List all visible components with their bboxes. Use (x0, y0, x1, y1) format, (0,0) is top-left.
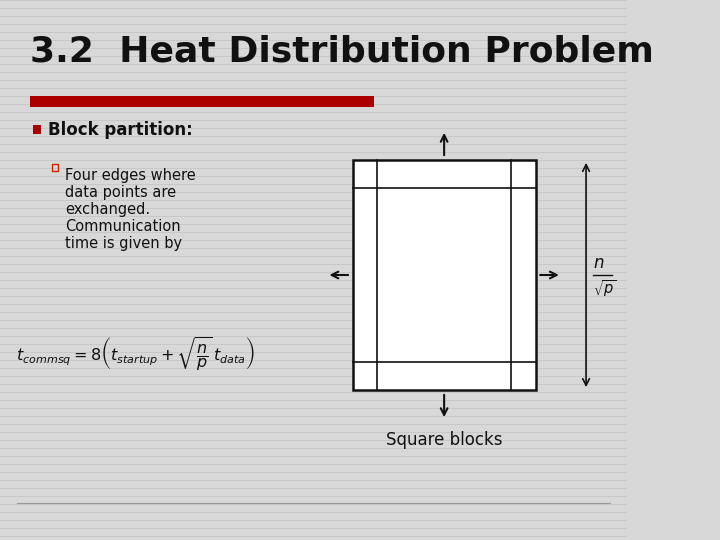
Text: 3.2  Heat Distribution Problem: 3.2 Heat Distribution Problem (30, 35, 654, 69)
Text: $n$: $n$ (593, 254, 605, 272)
Text: Block partition:: Block partition: (48, 121, 193, 139)
Text: Communication: Communication (66, 219, 181, 234)
Bar (30, 96, 374, 107)
Bar (53, 164, 58, 171)
Text: $\sqrt{p}$: $\sqrt{p}$ (593, 279, 617, 300)
Text: $t_{commsq} = 8\left( t_{startup} + \sqrt{\dfrac{n}{p}}\,t_{data} \right)$: $t_{commsq} = 8\left( t_{startup} + \sqr… (16, 336, 254, 374)
Text: exchanged.: exchanged. (66, 202, 150, 217)
Text: Four edges where: Four edges where (66, 168, 196, 183)
Bar (33, 125, 41, 134)
Text: Square blocks: Square blocks (386, 431, 503, 449)
Text: data points are: data points are (66, 185, 176, 200)
Text: time is given by: time is given by (66, 236, 182, 251)
Bar (353, 160, 536, 390)
